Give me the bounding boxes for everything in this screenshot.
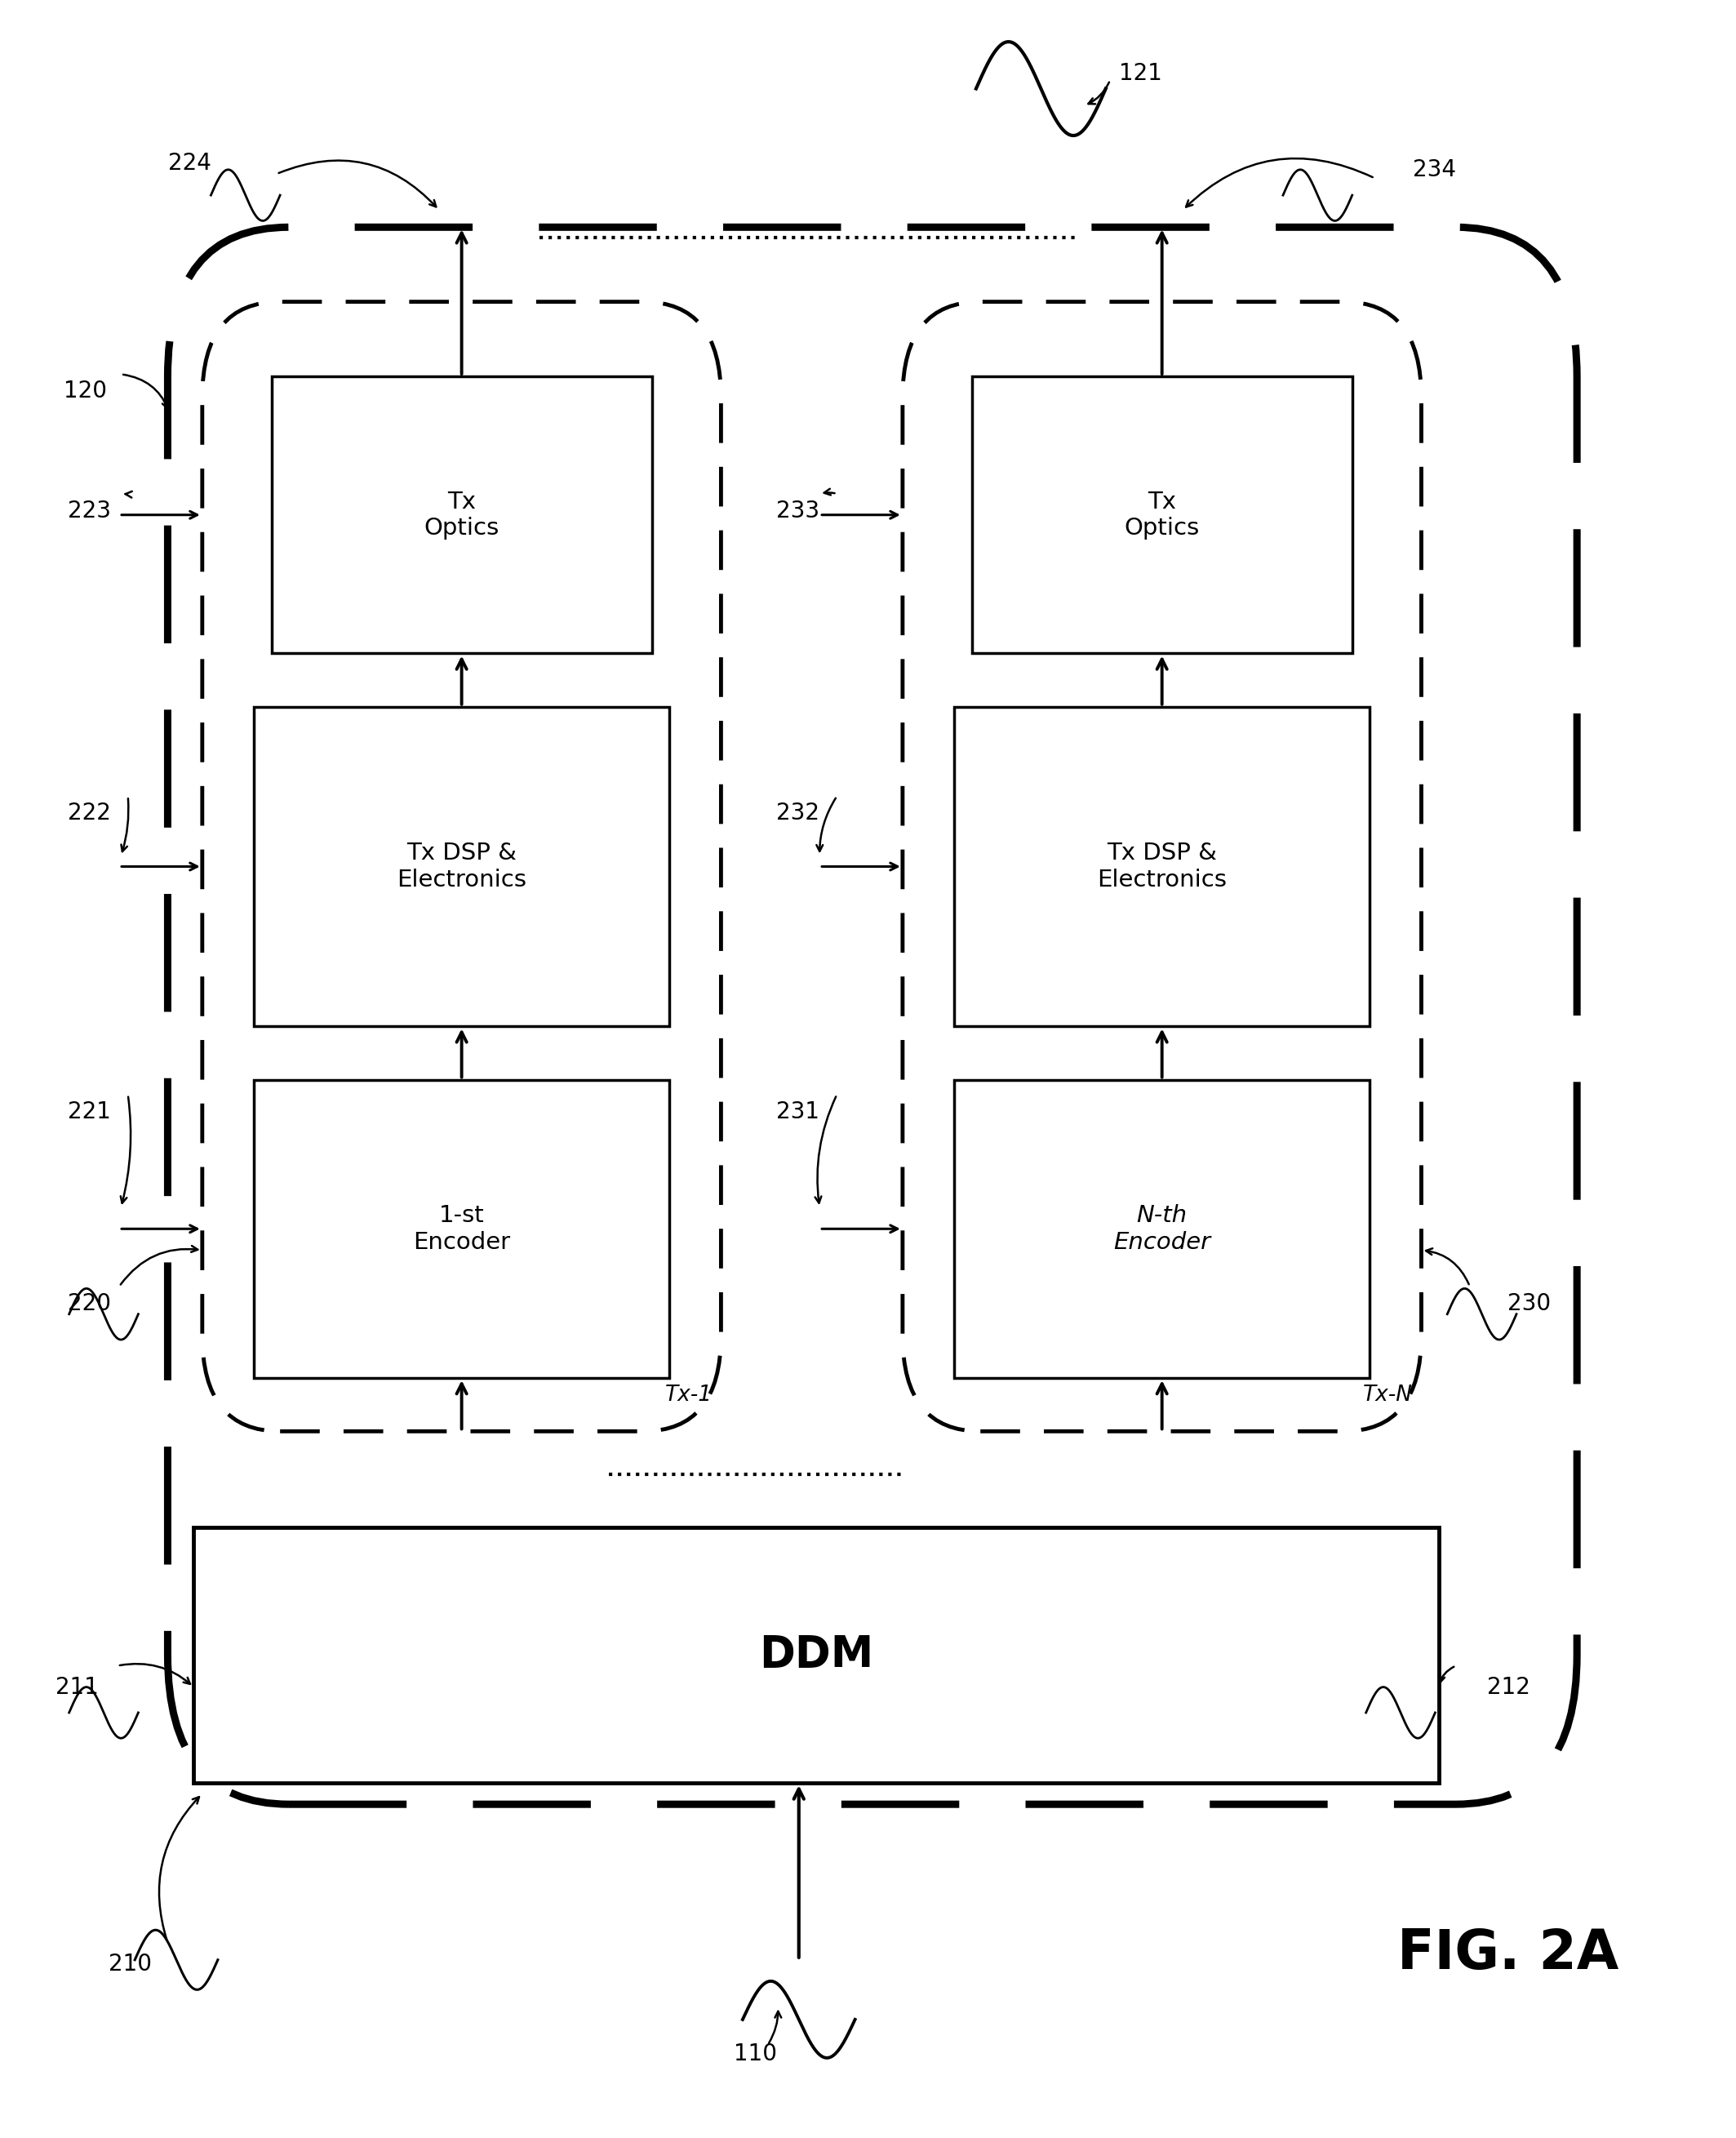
Text: 220: 220 — [68, 1291, 111, 1315]
Bar — [955, 1080, 1370, 1379]
Bar — [194, 1527, 1439, 1783]
Text: 234: 234 — [1413, 158, 1457, 182]
Text: 210: 210 — [109, 1952, 153, 1976]
Text: Tx-1: Tx-1 — [665, 1385, 712, 1405]
Text: Tx DSP &
Electronics: Tx DSP & Electronics — [1097, 842, 1227, 892]
Bar — [253, 708, 668, 1026]
Text: 222: 222 — [68, 802, 111, 825]
Text: Tx
Optics: Tx Optics — [424, 490, 500, 539]
Text: 230: 230 — [1509, 1291, 1552, 1315]
Text: 224: 224 — [168, 152, 210, 175]
Text: 233: 233 — [776, 498, 819, 522]
Text: 110: 110 — [734, 2042, 778, 2065]
Text: 231: 231 — [776, 1101, 819, 1122]
Bar — [253, 1080, 668, 1379]
Bar — [972, 376, 1352, 654]
Text: 1-st
Encoder: 1-st Encoder — [413, 1204, 510, 1253]
Text: FIG. 2A: FIG. 2A — [1397, 1926, 1618, 1980]
Text: 121: 121 — [1118, 62, 1161, 86]
Text: 120: 120 — [64, 381, 108, 402]
Text: N-th
Encoder: N-th Encoder — [1113, 1204, 1210, 1253]
Text: DDM: DDM — [759, 1633, 873, 1676]
Text: 232: 232 — [776, 802, 819, 825]
Text: 221: 221 — [68, 1101, 111, 1122]
Bar — [271, 376, 651, 654]
Text: Tx DSP &
Electronics: Tx DSP & Electronics — [398, 842, 526, 892]
Text: Tx
Optics: Tx Optics — [1125, 490, 1200, 539]
Text: 212: 212 — [1488, 1676, 1529, 1698]
Text: 211: 211 — [56, 1676, 99, 1698]
Text: Tx-N: Tx-N — [1363, 1385, 1413, 1405]
Text: 223: 223 — [68, 498, 111, 522]
Bar — [955, 708, 1370, 1026]
